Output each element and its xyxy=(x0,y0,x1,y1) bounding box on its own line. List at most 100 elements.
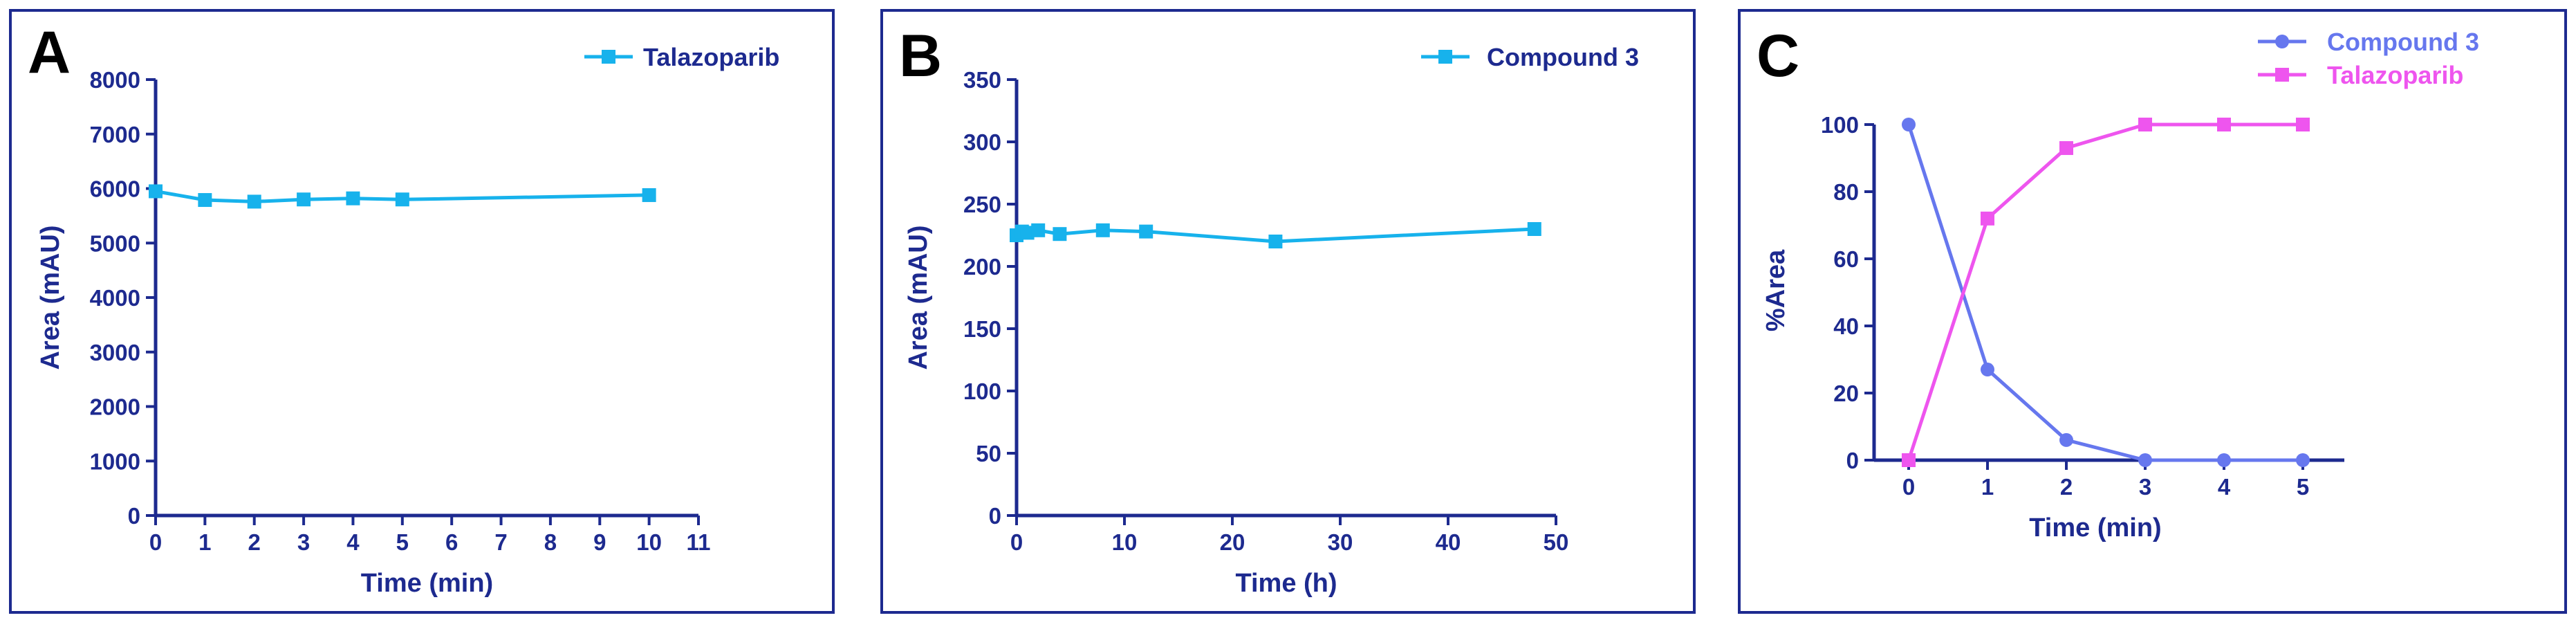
panel-letter: A xyxy=(28,19,71,86)
y-tick-label: 0 xyxy=(128,503,140,529)
y-tick-label: 7000 xyxy=(90,122,140,147)
y-tick-label: 40 xyxy=(1833,313,1859,339)
data-point xyxy=(247,194,261,209)
y-tick-label: 3000 xyxy=(90,340,140,365)
y-tick-label: 5000 xyxy=(90,230,140,256)
legend-marker xyxy=(2275,68,2289,82)
x-axis-title: Time (min) xyxy=(2029,513,2161,543)
x-tick-label: 0 xyxy=(1902,474,1915,500)
series-talazoparib xyxy=(149,184,656,209)
data-point xyxy=(346,191,360,206)
series-line xyxy=(1907,124,2303,462)
y-tick-label: 8000 xyxy=(90,67,140,93)
chart-panel-c: C 0 20 40 60 80 100 0 1 2 3 4 5 Time (min) %Area Compou… xyxy=(1738,9,2567,614)
x-tick-label: 9 xyxy=(593,529,606,555)
data-point xyxy=(198,193,212,208)
chart-panel-b: B 0 50 100 150 200 250 300 350 0 10 20 30 40 50 Time (h… xyxy=(880,9,1696,614)
data-point xyxy=(2138,118,2152,131)
data-point xyxy=(2059,432,2073,447)
data-point xyxy=(395,192,409,207)
x-tick-label: 5 xyxy=(396,529,409,555)
legend-item: Talazoparib xyxy=(584,43,779,71)
panel-frame xyxy=(880,9,1696,614)
data-point xyxy=(1031,223,1046,237)
legend-item: Talazoparib xyxy=(2258,61,2463,89)
legend-marker xyxy=(2275,35,2289,48)
x-tick-label: 1 xyxy=(198,529,211,555)
legend-label: Compound 3 xyxy=(2327,28,2479,56)
x-tick-label: 10 xyxy=(636,529,662,555)
x-tick-label: 4 xyxy=(346,529,360,555)
data-point xyxy=(1095,223,1110,237)
x-tick-label: 10 xyxy=(1112,529,1138,555)
y-tick-label: 150 xyxy=(963,316,1001,342)
x-tick-label: 0 xyxy=(149,529,162,555)
x-axis-title: Time (min) xyxy=(361,569,493,598)
x-tick-label: 5 xyxy=(2297,474,2309,500)
x-tick-label: 4 xyxy=(2218,474,2231,500)
x-tick-label: 2 xyxy=(2060,474,2073,500)
y-tick-label: 20 xyxy=(1833,381,1859,406)
x-tick-label: 2 xyxy=(248,529,261,555)
y-tick-label: 300 xyxy=(963,129,1001,155)
x-tick-label: 11 xyxy=(687,529,711,555)
y-axis-title: %Area xyxy=(1761,249,1790,331)
data-point xyxy=(1902,118,1916,131)
y-tick-label: 0 xyxy=(989,503,1001,529)
data-point xyxy=(642,188,656,202)
panel-letter: B xyxy=(899,23,942,89)
y-tick-label: 2000 xyxy=(90,394,140,420)
y-tick-label: 350 xyxy=(963,67,1001,93)
chart-panel-a: A 0 1000 2000 3000 4000 5000 6000 7000 8000 0 1 2 3 4 5… xyxy=(9,9,835,614)
y-axis-title: Area (mAU) xyxy=(904,225,933,370)
data-point xyxy=(2296,118,2310,131)
x-tick-label: 7 xyxy=(494,529,507,555)
legend-label: Talazoparib xyxy=(643,43,779,71)
x-tick-label: 3 xyxy=(297,529,310,555)
data-point xyxy=(2217,118,2231,131)
data-point xyxy=(1268,235,1283,248)
y-tick-label: 0 xyxy=(1846,448,1859,473)
x-axis-title: Time (h) xyxy=(1235,569,1337,598)
data-point xyxy=(297,192,311,207)
y-tick-label: 50 xyxy=(976,441,1001,466)
panel-frame xyxy=(1738,9,2567,614)
x-tick-label: 50 xyxy=(1544,529,1569,555)
x-tick-label: 6 xyxy=(445,529,458,555)
data-point xyxy=(2059,140,2073,155)
x-tick-label: 8 xyxy=(544,529,557,555)
legend-item: Compound 3 xyxy=(2258,28,2479,56)
x-tick-label: 20 xyxy=(1220,529,1245,555)
series-line xyxy=(1907,122,2303,461)
y-tick-label: 100 xyxy=(963,379,1001,404)
data-point xyxy=(1527,222,1541,236)
x-tick-label: 1 xyxy=(1981,474,1994,500)
data-point xyxy=(1981,363,1994,377)
data-point xyxy=(2217,453,2231,467)
x-tick-label: 30 xyxy=(1328,529,1353,555)
y-tick-label: 4000 xyxy=(90,285,140,311)
data-point xyxy=(149,184,163,199)
y-tick-label: 100 xyxy=(1821,112,1859,138)
y-tick-label: 80 xyxy=(1833,179,1859,205)
data-point xyxy=(1020,226,1035,240)
data-point xyxy=(1053,227,1067,241)
data-point xyxy=(1902,453,1916,467)
legend-item: Compound 3 xyxy=(1421,43,1639,71)
series-talazoparib xyxy=(1902,118,2310,467)
series-compound-3 xyxy=(1010,222,1541,248)
y-axis-title: Area (mAU) xyxy=(36,225,65,370)
legend-label: Talazoparib xyxy=(2327,61,2463,89)
x-tick-label: 0 xyxy=(1010,529,1023,555)
y-tick-label: 200 xyxy=(963,254,1001,280)
x-tick-label: 40 xyxy=(1436,529,1461,555)
data-point xyxy=(2296,453,2310,467)
y-tick-label: 60 xyxy=(1833,246,1859,272)
data-point xyxy=(1139,224,1153,239)
series-compound-3 xyxy=(1902,118,2310,467)
data-point xyxy=(2138,453,2152,467)
legend-label: Compound 3 xyxy=(1487,43,1639,71)
y-tick-label: 250 xyxy=(963,192,1001,217)
y-tick-label: 6000 xyxy=(90,176,140,202)
